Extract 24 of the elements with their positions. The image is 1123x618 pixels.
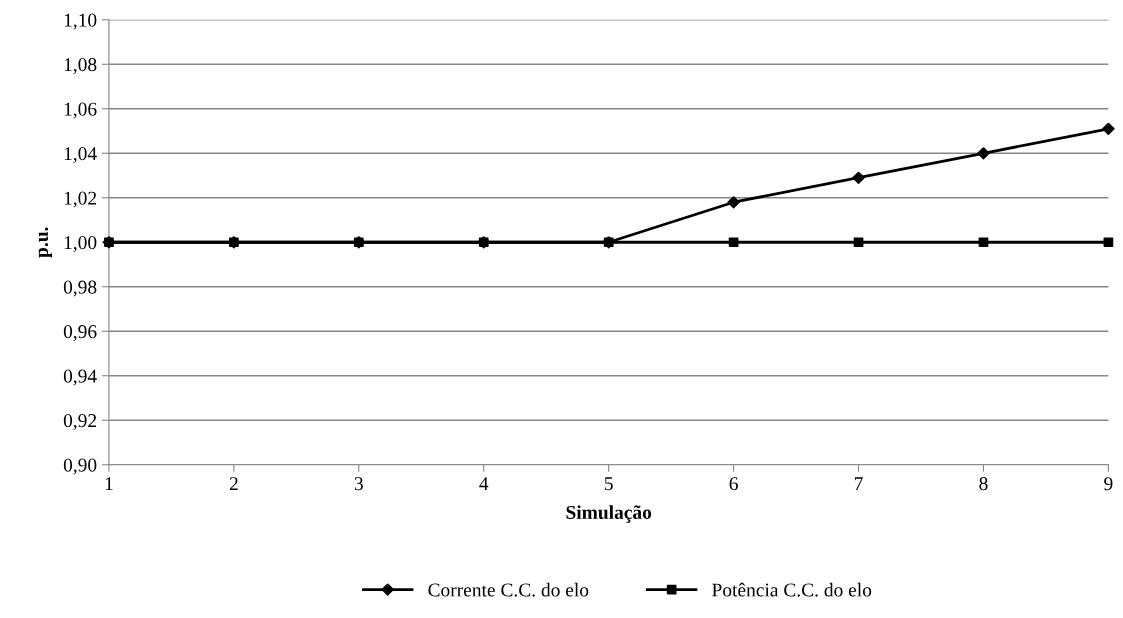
x-tick-label: 9: [1104, 477, 1113, 491]
y-tick-label: 1,08: [64, 58, 97, 75]
x-tick-label: 1: [105, 477, 113, 491]
y-tick-label: 1,04: [64, 147, 97, 163]
y-tick-label: 0,94: [63, 369, 97, 386]
x-tick-label: 8: [979, 477, 988, 491]
y-tick-label: 1,10: [64, 13, 97, 30]
x-tick-label: 4: [479, 477, 489, 491]
legend-label: Potência C.C. do elo: [712, 582, 872, 597]
y-tick-label: 0,98: [63, 280, 97, 297]
y-tick-label: 1,00: [64, 236, 97, 252]
y-tick-label: 0,96: [63, 325, 97, 341]
x-tick-label: 7: [854, 477, 863, 491]
x-tick-label: 3: [354, 477, 363, 491]
y-tick-label: 0,92: [63, 414, 97, 430]
x-tick-label: 5: [604, 477, 613, 491]
y-axis-title: p.u.: [38, 227, 52, 258]
y-tick-label: 0,90: [63, 458, 97, 475]
x-axis-title: Simulação: [566, 505, 652, 523]
x-tick-label: 2: [229, 477, 238, 491]
x-tick-label: 6: [729, 477, 738, 491]
legend-label: Corrente C.C. do elo: [428, 582, 589, 597]
y-tick-label: 1,02: [64, 191, 97, 208]
y-tick-label: 1,06: [64, 102, 97, 119]
